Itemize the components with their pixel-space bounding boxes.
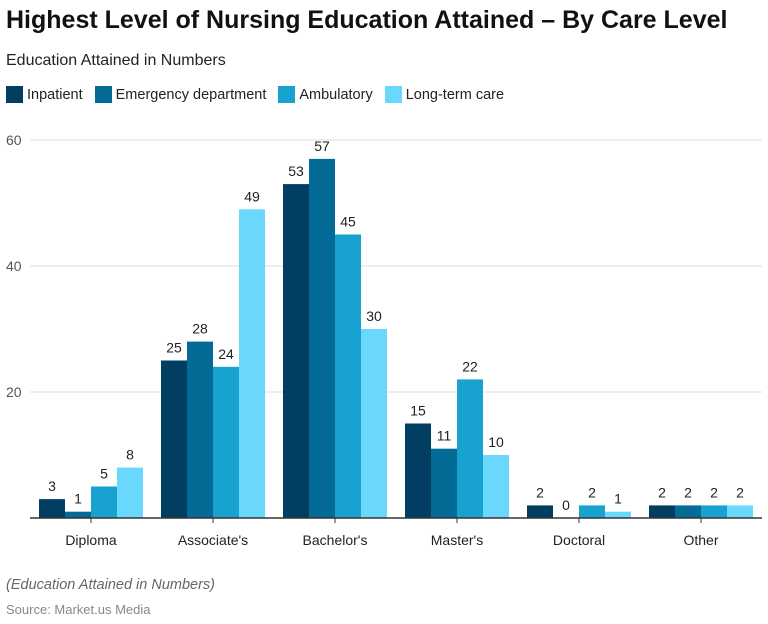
bar — [65, 511, 91, 518]
y-tick-label: 20 — [6, 384, 22, 400]
data-label: 8 — [126, 447, 134, 463]
bar — [727, 505, 753, 518]
x-tick-label: Doctoral — [553, 532, 605, 548]
data-label: 2 — [684, 484, 692, 500]
x-tick-label: Associate's — [178, 532, 248, 548]
legend-swatch — [94, 86, 112, 103]
legend-label: Inpatient — [27, 86, 83, 103]
data-label: 22 — [462, 358, 478, 374]
data-label: 1 — [614, 491, 622, 507]
x-tick-label: Master's — [431, 532, 483, 548]
legend-label: Long-term care — [405, 86, 505, 103]
legend-item-emergency: Emergency department — [94, 86, 267, 103]
bar — [405, 423, 431, 518]
bar — [39, 499, 65, 518]
bar — [675, 505, 701, 518]
legend-swatch — [278, 86, 296, 103]
legend-swatch — [384, 86, 402, 103]
bar — [335, 234, 361, 518]
x-tick-label: Diploma — [65, 532, 117, 548]
data-label: 15 — [410, 403, 426, 419]
data-label: 30 — [366, 308, 382, 324]
legend: Inpatient Emergency department Ambulator… — [6, 86, 504, 103]
data-label: 10 — [488, 434, 504, 450]
bar — [361, 329, 387, 518]
bar — [283, 184, 309, 518]
caption: (Education Attained in Numbers) — [6, 577, 216, 593]
y-tick-label: 60 — [6, 132, 22, 148]
data-label: 53 — [288, 163, 304, 179]
source: Source: Market.us Media — [6, 602, 151, 617]
bar — [117, 467, 143, 518]
bar — [483, 455, 509, 518]
bar — [213, 366, 239, 518]
legend-item-ambulatory: Ambulatory — [278, 86, 373, 103]
data-label: 2 — [658, 484, 666, 500]
bar — [457, 379, 483, 518]
bar — [431, 448, 457, 518]
data-label: 57 — [314, 138, 330, 154]
data-label: 0 — [562, 497, 570, 513]
legend-swatch — [6, 86, 23, 103]
data-label: 24 — [218, 346, 234, 362]
data-label: 25 — [166, 340, 182, 356]
bar — [91, 486, 117, 518]
bar — [161, 360, 187, 518]
legend-label: Emergency department — [115, 86, 267, 103]
data-label: 2 — [710, 484, 718, 500]
legend-label: Ambulatory — [299, 86, 373, 103]
chart-subtitle: Education Attained in Numbers — [6, 52, 226, 69]
bar — [701, 505, 727, 518]
y-tick-label: 40 — [6, 258, 22, 274]
data-label: 3 — [48, 478, 56, 494]
data-label: 2 — [588, 484, 596, 500]
bar — [187, 341, 213, 518]
bar — [579, 505, 605, 518]
data-label: 11 — [437, 428, 452, 444]
bar — [309, 158, 335, 518]
data-label: 1 — [74, 491, 82, 507]
data-label: 28 — [192, 321, 208, 337]
bar — [649, 505, 675, 518]
bar — [239, 209, 265, 519]
x-tick-label: Bachelor's — [303, 532, 368, 548]
legend-item-long-term: Long-term care — [384, 86, 505, 103]
chart-title: Highest Level of Nursing Education Attai… — [6, 6, 728, 34]
bar — [527, 505, 553, 518]
legend-item-inpatient: Inpatient — [6, 86, 83, 103]
data-label: 5 — [100, 466, 108, 482]
data-label: 49 — [244, 188, 260, 204]
data-label: 2 — [736, 484, 744, 500]
data-label: 2 — [536, 484, 544, 500]
data-label: 45 — [340, 214, 356, 230]
x-tick-label: Other — [683, 532, 718, 548]
bar — [605, 511, 631, 518]
